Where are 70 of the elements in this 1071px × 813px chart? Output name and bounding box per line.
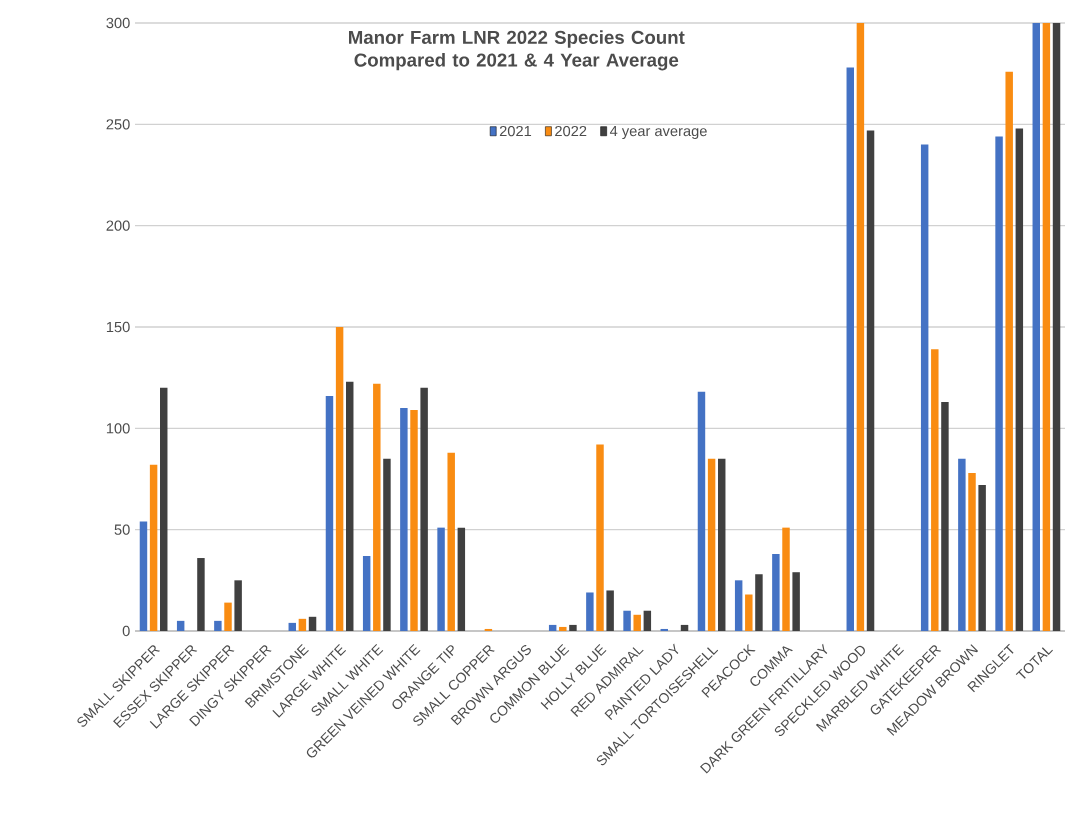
legend-label: 2022: [555, 125, 587, 137]
bar: [457, 527, 466, 631]
bar: [373, 383, 381, 631]
bar: [596, 444, 604, 631]
y-tick-label: 250: [106, 119, 130, 130]
bar: [978, 485, 986, 631]
bar: [569, 624, 577, 631]
bar: [697, 391, 706, 631]
bar: [782, 527, 790, 631]
bar: [856, 22, 865, 631]
bar: [197, 558, 205, 631]
bar: [160, 387, 168, 631]
bar: [660, 628, 668, 631]
bar: [968, 472, 976, 631]
bar: [633, 614, 641, 631]
bar: [335, 326, 344, 631]
bar: [586, 592, 594, 631]
text: Manor Farm LNR 2022 Species Count Compared to 2021 & 4 Year Average: [349, 30, 685, 71]
bar: [792, 572, 800, 631]
y-tick-label: 200: [106, 220, 130, 231]
bar: [623, 610, 631, 631]
bar: [410, 410, 418, 631]
bar: [298, 618, 307, 631]
bar: [214, 620, 222, 631]
bar: [772, 553, 780, 631]
bar: [866, 130, 875, 631]
bar: [606, 590, 614, 631]
bar: [400, 408, 408, 631]
bar: [224, 602, 232, 631]
bar: [447, 452, 455, 631]
y-tick-label: 150: [106, 321, 130, 333]
bar: [1042, 22, 1051, 631]
legend-label: 4 year average: [609, 125, 707, 140]
bar: [484, 628, 493, 631]
bar: [548, 624, 557, 631]
bar: [734, 580, 743, 631]
bar: [325, 395, 334, 631]
y-tick-label: 100: [106, 423, 130, 434]
bar: [1015, 128, 1024, 631]
bar: [139, 521, 148, 631]
bar: [958, 458, 966, 631]
bar: [707, 458, 716, 631]
bar: [288, 622, 296, 631]
bar: [718, 458, 726, 631]
bar: [308, 616, 317, 631]
y-tick-label: 50: [114, 524, 130, 535]
bar: [995, 136, 1003, 631]
bar: [234, 580, 242, 631]
bar: [1052, 22, 1061, 631]
y-tick-label: 0: [122, 625, 130, 637]
bar: [920, 144, 929, 631]
bar: [559, 626, 567, 631]
bar: [383, 458, 391, 631]
bar: [437, 527, 445, 631]
y-tick-label: 300: [106, 17, 130, 29]
bar: [755, 574, 763, 631]
bar: [941, 401, 949, 631]
bar: [931, 349, 939, 631]
bar: [1005, 71, 1013, 631]
legend-label: 2021: [499, 125, 532, 137]
bar: [176, 620, 185, 631]
bar: [1032, 22, 1040, 631]
bar: [420, 387, 428, 631]
bar: [846, 67, 854, 631]
bar: [643, 610, 652, 631]
bar: [346, 381, 354, 631]
bar: [362, 556, 371, 631]
bar: [745, 594, 753, 631]
bar: [149, 464, 158, 631]
bar: [680, 624, 689, 631]
